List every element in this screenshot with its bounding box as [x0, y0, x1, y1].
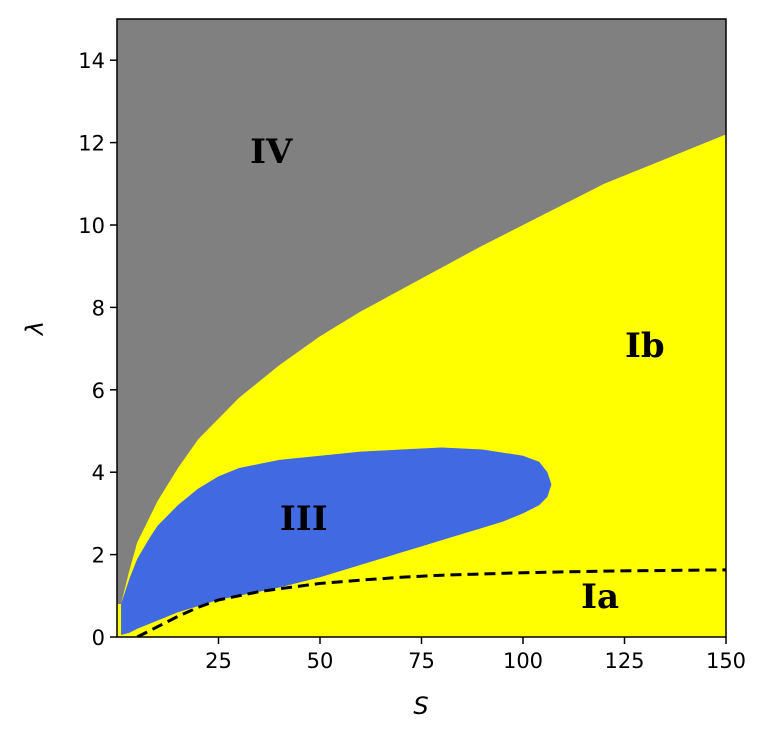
y-tick-label: 12: [78, 132, 105, 156]
y-axis-label: λ: [21, 321, 49, 337]
y-tick-label: 14: [78, 49, 105, 73]
region-label-ia: Ia: [581, 577, 619, 617]
x-tick-label: 50: [307, 649, 334, 673]
y-axis-ticks: 0 2 4 6 8 10 12 14: [78, 49, 117, 650]
y-tick-label: 2: [92, 544, 105, 568]
x-tick-label: 100: [503, 649, 543, 673]
x-tick-label: 75: [408, 649, 435, 673]
x-axis-label: S: [413, 692, 428, 720]
plot-area: [117, 19, 726, 637]
y-tick-label: 6: [92, 379, 105, 403]
region-label-ib: Ib: [625, 326, 665, 366]
y-tick-label: 4: [92, 461, 105, 485]
x-tick-label: 150: [706, 649, 746, 673]
region-labels: IV Ib III Ia: [250, 132, 665, 617]
region-iii: [121, 447, 552, 635]
x-tick-label: 125: [604, 649, 644, 673]
y-tick-label: 0: [92, 626, 105, 650]
region-label-iii: III: [280, 499, 328, 539]
x-tick-label: 25: [205, 649, 232, 673]
region-iv: [117, 19, 726, 605]
dashed-boundary-line: [136, 568, 726, 637]
region-label-iv: IV: [250, 132, 293, 172]
y-tick-label: 8: [92, 296, 105, 320]
y-tick-label: 10: [78, 214, 105, 238]
x-axis-ticks: 25 50 75 100 125 150: [205, 637, 746, 673]
